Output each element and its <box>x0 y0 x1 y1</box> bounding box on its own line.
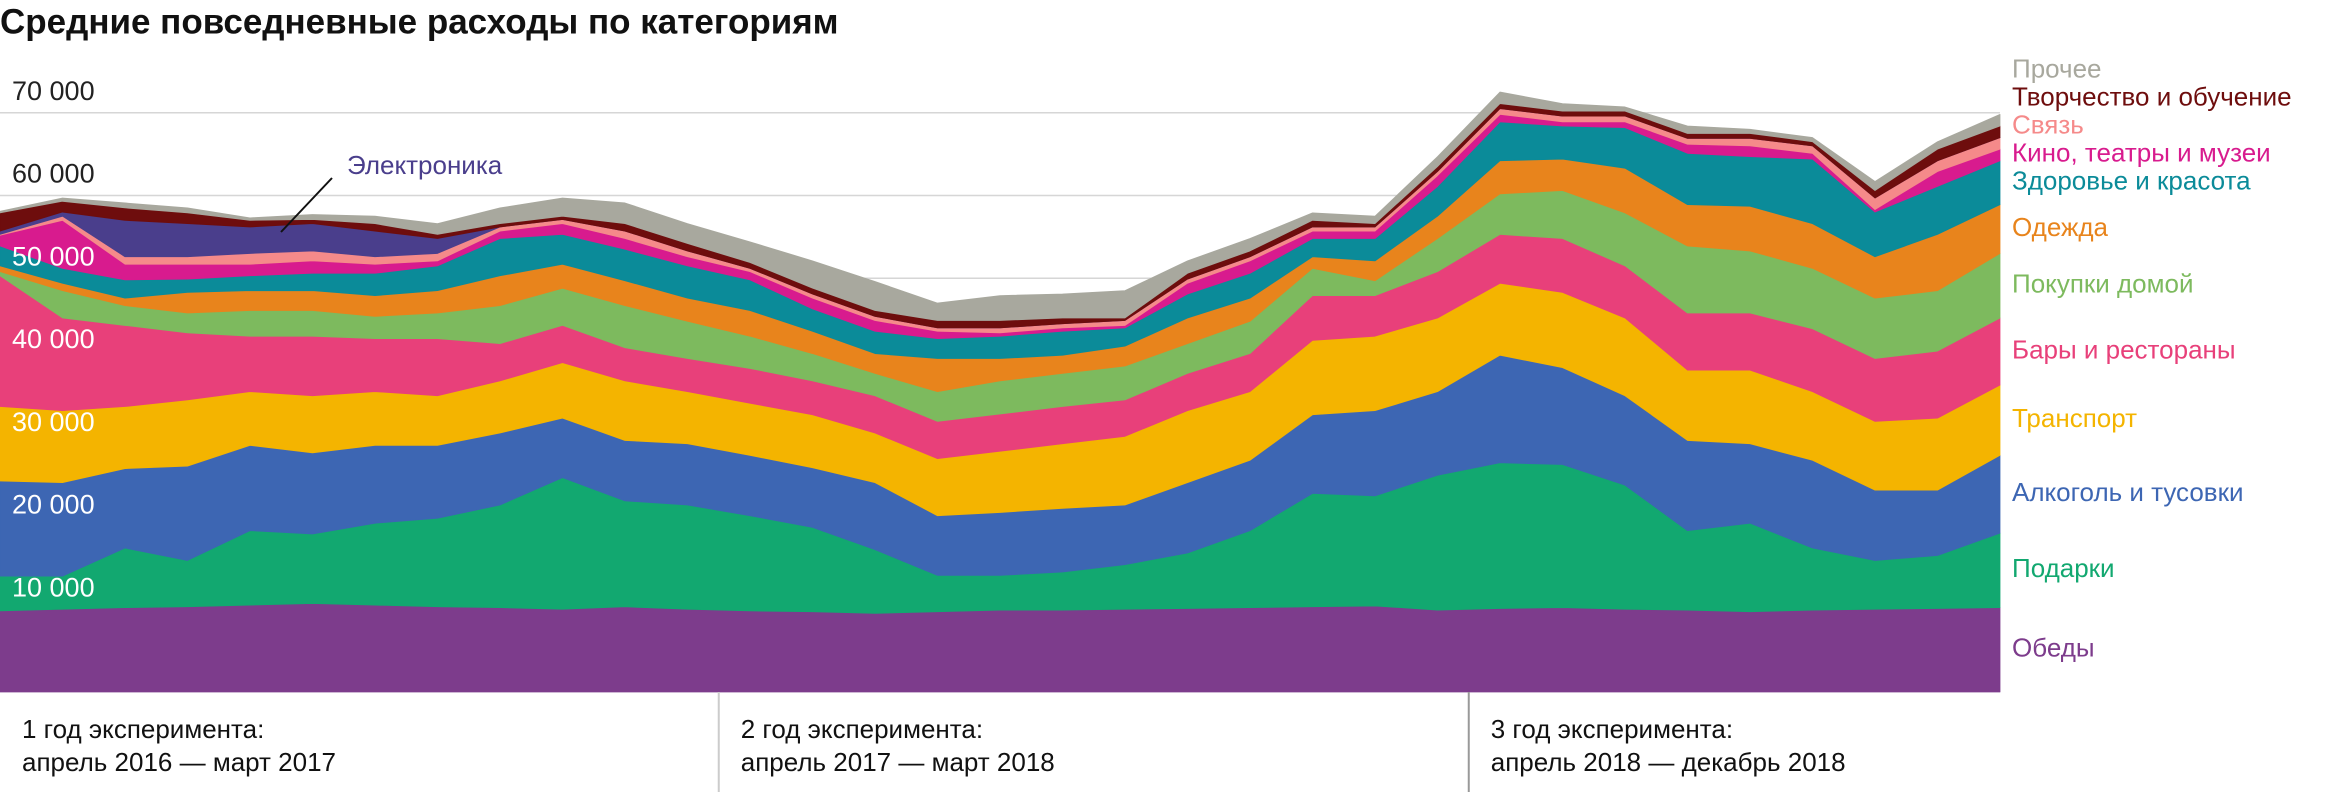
y-tick-label: 50 000 <box>12 241 95 271</box>
legend-label: Подарки <box>2012 553 2115 583</box>
y-tick-label: 40 000 <box>12 324 95 354</box>
periods: 1 год эксперимента:апрель 2016 — март 20… <box>22 692 1846 792</box>
legend-label: Здоровье и красота <box>2012 166 2251 196</box>
y-tick-label: 70 000 <box>12 76 95 106</box>
period-range: апрель 2018 — декабрь 2018 <box>1491 747 1846 777</box>
period-range: апрель 2016 — март 2017 <box>22 747 336 777</box>
y-tick-label: 20 000 <box>12 490 95 520</box>
legend-label: Алкоголь и тусовки <box>2012 477 2244 507</box>
period-title: 3 год эксперимента: <box>1491 714 1733 744</box>
period-band <box>0 692 2344 792</box>
area <box>0 91 2001 321</box>
legend-label: Обеды <box>2012 633 2095 663</box>
annotation-leader <box>280 177 333 233</box>
legend-label: Транспорт <box>2012 403 2137 433</box>
period-title: 2 год эксперимента: <box>741 714 983 744</box>
y-tick-label: 30 000 <box>12 407 95 437</box>
legend-label: Бары и рестораны <box>2012 334 2236 364</box>
chart-title: Средние повседневные расходы по категори… <box>0 2 839 41</box>
legend-label: Покупки домой <box>2012 269 2194 299</box>
y-tick-label: 10 000 <box>12 572 95 602</box>
legend: Обеды Подарки Алкоголь и тусовки Транспорт Б… <box>347 54 2292 663</box>
annotation-label: Электроника <box>347 150 503 180</box>
legend-label: Кино, театры и музеи <box>2012 138 2271 168</box>
area <box>0 603 2001 693</box>
legend-label: Прочее <box>2012 54 2102 84</box>
legend-label: Одежда <box>2012 212 2109 242</box>
period-title: 1 год эксперимента: <box>22 714 264 744</box>
legend-label: Связь <box>2012 110 2084 140</box>
period-range: апрель 2017 — март 2018 <box>741 747 1055 777</box>
areas <box>0 91 2001 693</box>
y-tick-label: 60 000 <box>12 159 95 189</box>
y-ticks: 10 000 20 000 30 000 40 000 50 000 60 000 70 0… <box>12 76 95 603</box>
legend-label: Творчество и обучение <box>2012 82 2292 112</box>
